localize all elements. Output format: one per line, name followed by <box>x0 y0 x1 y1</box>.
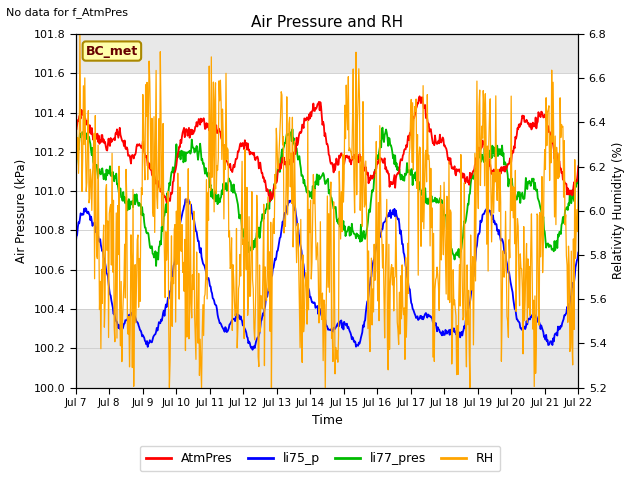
Text: No data for f_AtmPres: No data for f_AtmPres <box>6 7 129 18</box>
Title: Air Pressure and RH: Air Pressure and RH <box>251 15 403 30</box>
X-axis label: Time: Time <box>312 414 342 427</box>
Bar <box>76 73 579 309</box>
Y-axis label: Air Pressure (kPa): Air Pressure (kPa) <box>15 159 28 263</box>
Text: BC_met: BC_met <box>86 45 138 58</box>
Legend: AtmPres, li75_p, li77_pres, RH: AtmPres, li75_p, li77_pres, RH <box>140 446 500 471</box>
Y-axis label: Relativity Humidity (%): Relativity Humidity (%) <box>612 142 625 279</box>
